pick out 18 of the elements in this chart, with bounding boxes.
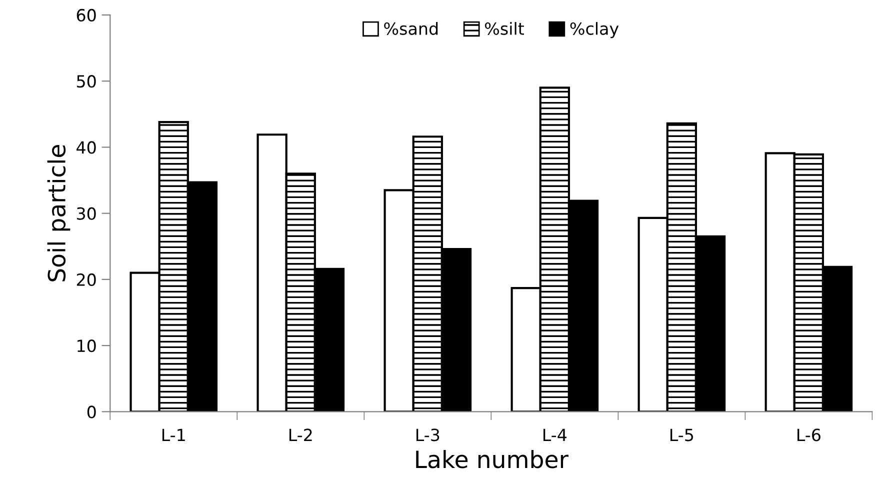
y-tick-label: 60 <box>76 8 96 22</box>
x-axis-title: Lake number <box>416 450 568 468</box>
x-tick-label: L-4 <box>543 428 567 442</box>
y-tick-label: 40 <box>76 141 96 154</box>
legend-label: %silt <box>485 22 524 35</box>
y-tick-label: 0 <box>87 406 96 418</box>
legend-label: %clay <box>570 22 619 38</box>
y-axis-title: Soil particle <box>47 145 70 282</box>
x-tick-label: L-6 <box>798 428 820 442</box>
y-tick-label: 10 <box>78 340 96 352</box>
legend-label: %sand <box>384 22 438 35</box>
x-tick-label: L-1 <box>162 428 185 442</box>
x-tick-label: L-3 <box>416 428 440 442</box>
y-tick-label: 50 <box>77 75 96 88</box>
y-tick-label: 30 <box>76 207 96 220</box>
x-tick-label: L-5 <box>670 428 694 442</box>
y-tick-label: 20 <box>76 273 96 286</box>
x-tick-label: L-2 <box>289 428 312 442</box>
